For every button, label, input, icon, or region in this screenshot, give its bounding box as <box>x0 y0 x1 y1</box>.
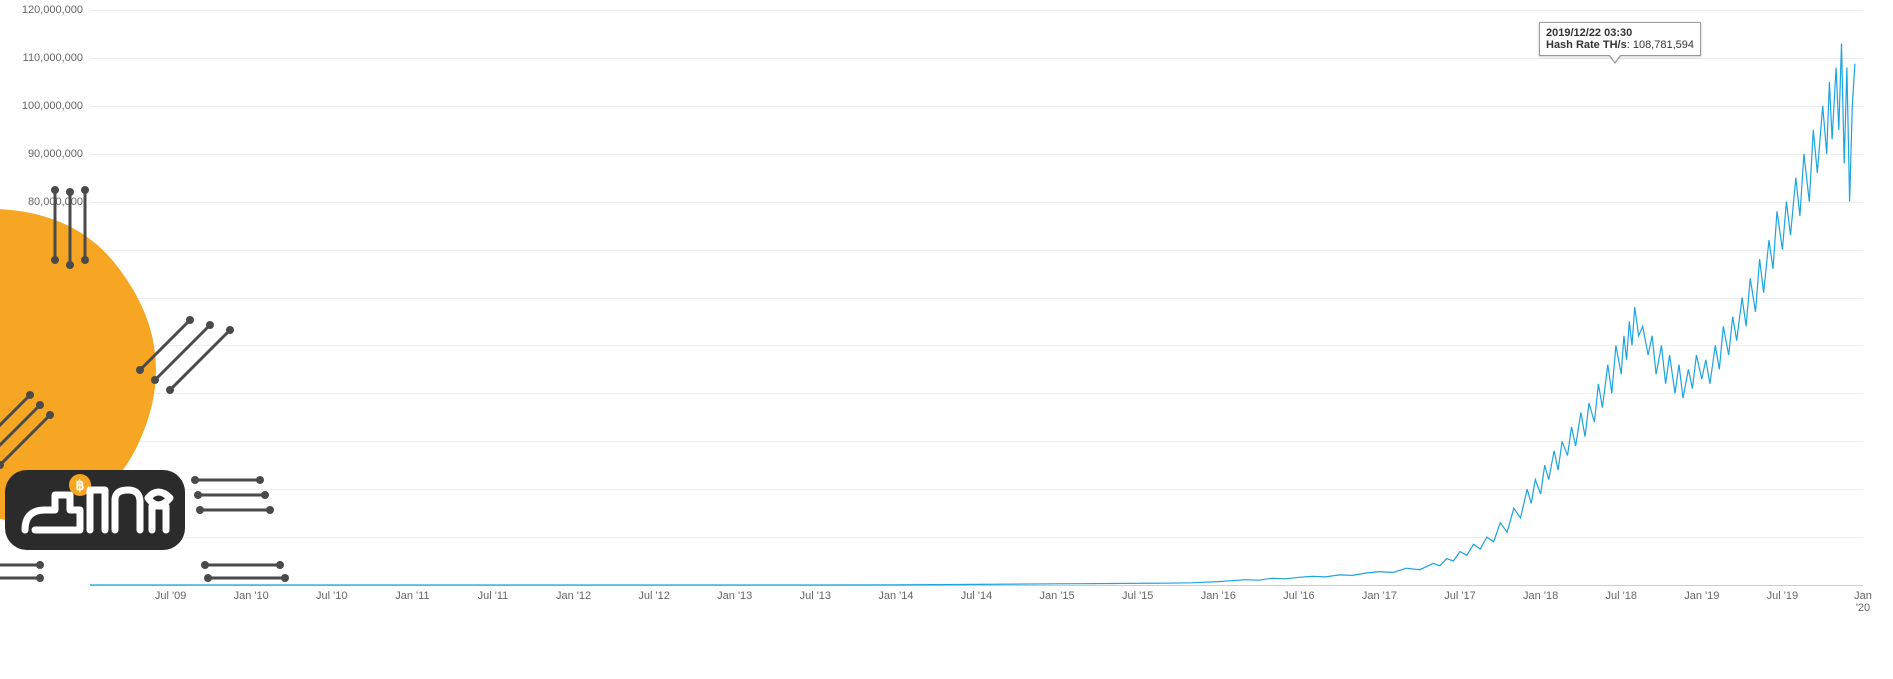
y-tick-label: 110,000,000 <box>3 52 83 64</box>
y-tick-label: 100,000,000 <box>3 100 83 112</box>
y-tick-label: 20,000,000 <box>3 483 83 495</box>
x-tick-label: Jan '17 <box>1362 590 1397 602</box>
x-tick-label: Jul '18 <box>1605 590 1636 602</box>
x-tick-label: Jul '09 <box>155 590 186 602</box>
tooltip-label: Hash Rate TH/s <box>1546 39 1627 51</box>
y-tick-label: 40,000,000 <box>3 387 83 399</box>
x-tick-label: Jan '14 <box>878 590 913 602</box>
y-tick-label: 70,000,000 <box>3 244 83 256</box>
tooltip-arrow <box>1609 56 1621 64</box>
x-tick-label: Jul '17 <box>1444 590 1475 602</box>
x-tick-label: Jan '10 <box>234 590 269 602</box>
x-tick-label: Jul '16 <box>1283 590 1314 602</box>
y-tick-label: 120,000,000 <box>3 4 83 16</box>
x-tick-label: Jan '12 <box>556 590 591 602</box>
tooltip: 2019/12/22 03:30 Hash Rate TH/s: 108,781… <box>1539 22 1701 56</box>
y-tick-label: 50,000,000 <box>3 339 83 351</box>
y-tick-label: 10,000,000 <box>3 531 83 543</box>
x-tick-label: Jul '10 <box>316 590 347 602</box>
x-tick-label: Jan '11 <box>395 590 429 602</box>
tooltip-date: 2019/12/22 03:30 <box>1546 27 1632 39</box>
y-tick-label: 60,000,000 <box>3 292 83 304</box>
x-tick-label: Jul '11 <box>478 590 509 602</box>
series-line <box>90 44 1855 586</box>
x-tick-label: Jul '19 <box>1767 590 1798 602</box>
y-tick-label: 30,000,000 <box>3 435 83 447</box>
hashrate-chart: 10,000,000 20,000,000 30,000,000 40,000,000… <box>0 0 1893 679</box>
chart-line <box>0 0 1893 679</box>
x-tick-label: Jan '18 <box>1523 590 1558 602</box>
x-tick-label: Jul '12 <box>638 590 669 602</box>
x-tick-label: Jan '16 <box>1201 590 1236 602</box>
x-tick-label: Jan '20 <box>1848 590 1878 614</box>
x-tick-label: Jan '19 <box>1684 590 1719 602</box>
x-tick-label: Jul '14 <box>961 590 992 602</box>
y-tick-label: 90,000,000 <box>3 148 83 160</box>
y-tick-label: 80,000,000 <box>3 196 83 208</box>
x-tick-label: Jul '13 <box>800 590 831 602</box>
tooltip-value: 108,781,594 <box>1633 39 1694 51</box>
x-tick-label: Jan '13 <box>717 590 752 602</box>
x-tick-label: Jan '15 <box>1040 590 1075 602</box>
x-tick-label: Jul '15 <box>1122 590 1153 602</box>
